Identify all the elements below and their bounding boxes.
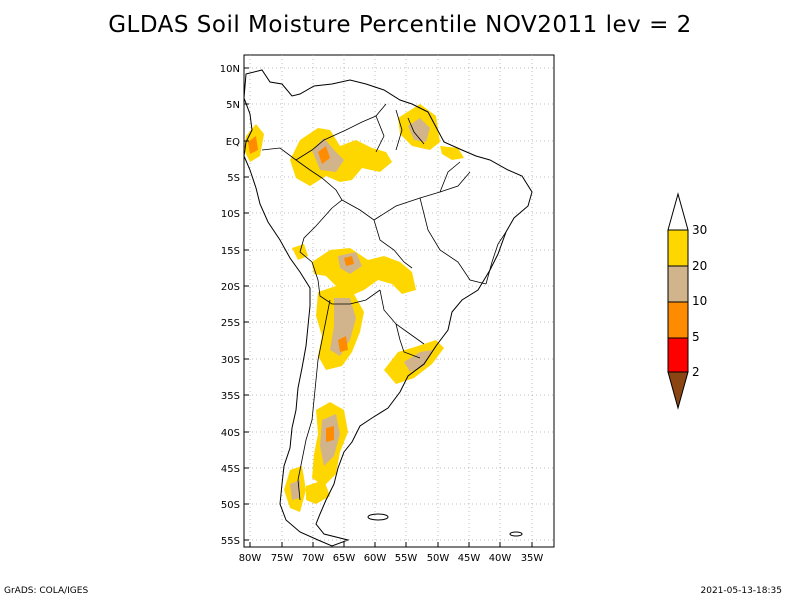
map-title: GLDAS Soil Moisture Percentile NOV2011 l… bbox=[108, 12, 692, 38]
lat-tick-label: 20S bbox=[221, 282, 240, 293]
lat-tick-label: 55S bbox=[221, 536, 240, 547]
legend-labels: 30 20 10 5 2 bbox=[692, 223, 707, 379]
patch-bolivia-orange bbox=[344, 256, 354, 266]
lat-tick-label: 25S bbox=[221, 318, 240, 329]
lon-tick-label: 45W bbox=[458, 553, 481, 564]
patch-bolivia bbox=[312, 248, 416, 296]
patch-chaco-orange bbox=[338, 336, 348, 352]
lon-tick-label: 80W bbox=[239, 553, 262, 564]
legend-gt30 bbox=[667, 192, 689, 231]
patch-guiana-tan bbox=[408, 118, 430, 142]
lat-tick-label: 5N bbox=[226, 100, 240, 111]
longitude-labels: 80W 75W 70W 65W 60W 55W 50W 45W 40W 35W bbox=[239, 542, 544, 564]
legend-label: 20 bbox=[692, 259, 707, 273]
lon-tick-label: 40W bbox=[489, 553, 512, 564]
legend-label: 30 bbox=[692, 223, 707, 237]
plot-frame bbox=[243, 54, 555, 548]
legend-5-10 bbox=[667, 301, 689, 339]
patch-tierra-tan bbox=[290, 480, 300, 500]
patch-ecuador-orange bbox=[248, 136, 258, 154]
legend-20-30 bbox=[667, 229, 689, 267]
lon-tick-label: 70W bbox=[302, 553, 325, 564]
lon-tick-label: 65W bbox=[333, 553, 356, 564]
legend-lt2 bbox=[667, 371, 689, 410]
legend-label: 10 bbox=[692, 294, 707, 308]
lon-tick-label: 60W bbox=[364, 553, 387, 564]
patch-amapa bbox=[440, 146, 464, 160]
footer-credit: GrADS: COLA/IGES bbox=[4, 586, 89, 596]
islands bbox=[367, 513, 523, 537]
lat-tick-label: 45S bbox=[221, 464, 240, 475]
lat-tick-label: 40S bbox=[221, 428, 240, 439]
lat-tick-label: 5S bbox=[227, 173, 240, 184]
lat-tick-label: EQ bbox=[226, 137, 240, 148]
legend-label: 2 bbox=[692, 365, 700, 379]
lat-tick-label: 15S bbox=[221, 246, 240, 257]
legend-colorbar bbox=[667, 192, 689, 410]
patch-s-patagonia bbox=[306, 480, 330, 504]
legend-10-20 bbox=[667, 265, 689, 303]
lat-tick-label: 30S bbox=[221, 355, 240, 366]
patch-chaco-tan bbox=[330, 298, 356, 356]
patch-uruguay-tan bbox=[404, 350, 432, 372]
lon-tick-label: 50W bbox=[427, 553, 450, 564]
lon-tick-label: 35W bbox=[521, 553, 544, 564]
legend-2-5 bbox=[667, 337, 689, 373]
patch-patagonia-orange bbox=[326, 426, 334, 442]
legend-label: 5 bbox=[692, 330, 700, 344]
lon-tick-label: 75W bbox=[271, 553, 294, 564]
continent-outline bbox=[243, 69, 533, 547]
lat-tick-label: 10S bbox=[221, 209, 240, 220]
latitude-labels: 10N 5N EQ 5S 10S 15S 20S 25S 30S 35S 40S 45S 50S 55S bbox=[220, 64, 249, 547]
lat-tick-label: 10N bbox=[220, 64, 240, 75]
lon-tick-label: 55W bbox=[395, 553, 418, 564]
country-borders bbox=[261, 103, 507, 501]
percentile-patches bbox=[244, 104, 464, 512]
lat-tick-label: 35S bbox=[221, 391, 240, 402]
lat-tick-label: 50S bbox=[221, 500, 240, 511]
patch-colombia-orange bbox=[318, 146, 330, 164]
footer-timestamp: 2021-05-13-18:35 bbox=[700, 586, 783, 596]
